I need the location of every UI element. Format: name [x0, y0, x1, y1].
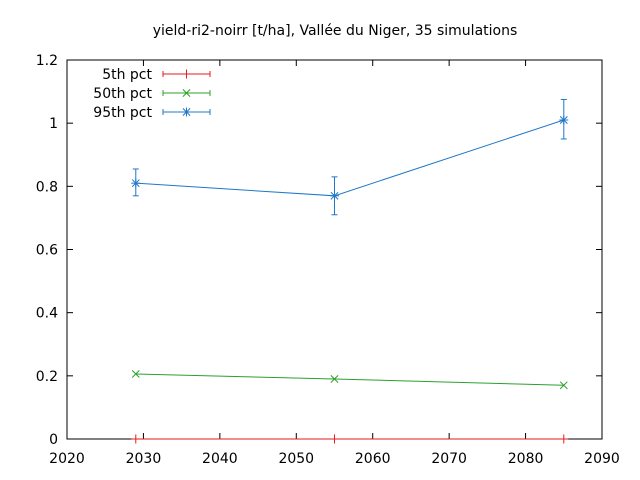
data-point-stroke	[330, 375, 339, 383]
data-point-stroke	[559, 116, 568, 124]
y-tick-label: 0.8	[36, 179, 58, 195]
x-tick-label: 2090	[584, 451, 620, 467]
y-tick-label: 0.6	[36, 243, 58, 259]
series-line	[135, 119, 564, 197]
y-tick-label: 0.4	[36, 306, 58, 322]
legend-entry: 5th pct	[102, 67, 211, 83]
series-line	[135, 373, 564, 386]
legend-label: 50th pct	[93, 86, 152, 102]
y-tick-label: 0.2	[36, 369, 58, 385]
data-point-stroke	[131, 179, 140, 188]
legend-entry: 50th pct	[93, 86, 211, 102]
data-point	[131, 178, 141, 188]
legend-label: 5th pct	[102, 67, 152, 83]
legend-marker-stroke	[182, 89, 191, 97]
y-tick-label: 0	[49, 432, 58, 448]
y-tick-label: 1	[49, 116, 58, 132]
x-tick-label: 2050	[278, 451, 314, 467]
legend-entry: 95th pct	[93, 105, 211, 121]
legend: 5th pct 50th pct 95th pct	[93, 67, 211, 121]
data-point-stroke	[131, 369, 140, 378]
plot-area	[131, 98, 569, 444]
data-point-stroke	[559, 381, 568, 390]
x-tick-label: 2020	[49, 451, 85, 467]
legend-label: 95th pct	[93, 105, 152, 121]
x-tick-label: 2040	[202, 451, 238, 467]
y-tick-label: 1.2	[36, 53, 58, 69]
data-point	[330, 375, 339, 383]
data-point	[559, 381, 568, 390]
x-tick-label: 2070	[431, 451, 467, 467]
chart-title: yield-ri2-noirr [t/ha], Vallée du Niger,…	[153, 23, 518, 39]
legend-marker	[182, 69, 191, 79]
series-2	[131, 98, 569, 216]
x-tick-label: 2030	[126, 451, 162, 467]
data-point	[330, 191, 339, 201]
data-point	[330, 434, 339, 444]
axes: 2020 2030 2040 2050 2060 2070 2080 2090 0 0.2 0.4 0…	[36, 53, 620, 467]
data-point	[131, 369, 140, 378]
data-point	[559, 115, 569, 125]
series-1	[131, 369, 568, 390]
x-tick-label: 2060	[355, 451, 391, 467]
legend-marker-stroke	[182, 108, 191, 116]
legend-marker	[182, 89, 191, 97]
data-point-stroke	[330, 191, 339, 200]
data-point	[559, 434, 569, 444]
series-0	[131, 434, 569, 444]
legend-marker	[182, 107, 191, 117]
x-tick-label: 2080	[508, 451, 544, 467]
data-point	[131, 434, 141, 444]
